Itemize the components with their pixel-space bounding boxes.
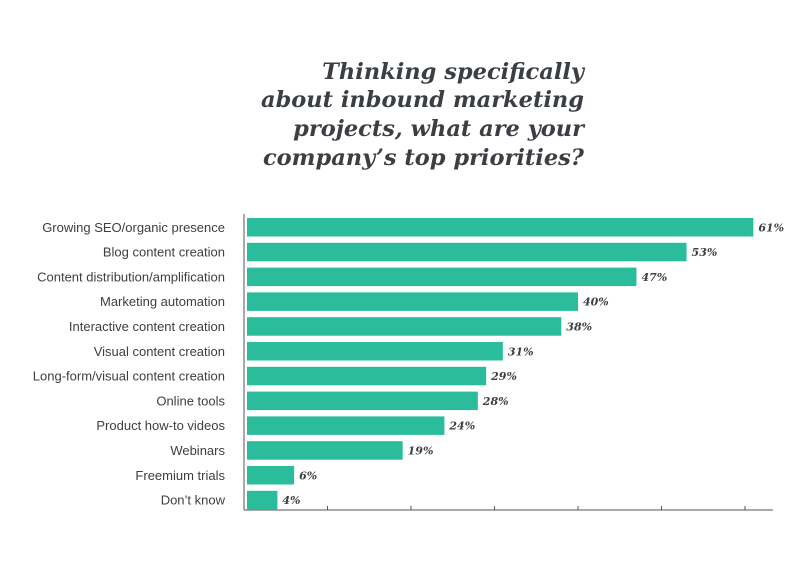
chart-title-line-4: company’s top priorities?	[263, 145, 585, 171]
bars	[247, 218, 754, 510]
bar	[247, 292, 578, 311]
chart-title: Thinking specifically about inbound mark…	[261, 59, 586, 171]
category-label: Content distribution/amplification	[37, 269, 225, 284]
bar	[247, 441, 403, 460]
value-labels: 61% 53% 47% 40% 38% 31% 29% 28% 24% 19% 6% 4%	[282, 221, 784, 507]
category-label: Online tools	[156, 393, 225, 408]
bar	[247, 466, 295, 485]
value-label: 24%	[448, 420, 475, 433]
bar	[247, 490, 278, 510]
bar	[247, 416, 445, 435]
value-label: 19%	[408, 444, 434, 457]
x-axis	[243, 214, 773, 511]
value-label: 6%	[299, 469, 317, 482]
value-label: 61%	[758, 221, 784, 234]
chart-title-line-3: projects, what are your	[293, 116, 586, 142]
value-label: 4%	[282, 494, 300, 507]
category-label: Product how-to videos	[96, 418, 225, 433]
bar	[247, 366, 487, 386]
category-label: Long-form/visual content creation	[33, 369, 225, 384]
category-label: Blog content creation	[103, 245, 225, 260]
chart-title-line-2: about inbound marketing	[261, 87, 584, 113]
category-label: Don’t know	[161, 493, 226, 508]
value-label: 28%	[482, 395, 509, 408]
category-label: Freemium trials	[135, 468, 225, 483]
category-label: Marketing automation	[100, 294, 225, 309]
bar	[247, 317, 562, 336]
value-label: 31%	[508, 345, 534, 358]
bar	[247, 267, 637, 287]
bar	[247, 218, 754, 237]
value-label: 29%	[490, 370, 517, 383]
chart-title-line-1: Thinking specifically	[322, 59, 586, 85]
category-labels: Growing SEO/organic presence Blog content…	[33, 220, 226, 508]
bar	[247, 342, 503, 361]
value-label: 38%	[566, 320, 592, 333]
bar	[247, 242, 687, 262]
bar	[247, 391, 478, 411]
category-label: Growing SEO/organic presence	[42, 220, 225, 235]
category-label: Visual content creation	[94, 344, 225, 359]
category-label: Webinars	[170, 443, 225, 458]
value-label: 47%	[641, 271, 667, 284]
value-label: 53%	[692, 246, 718, 259]
category-label: Interactive content creation	[69, 319, 225, 334]
value-label: 40%	[583, 296, 609, 309]
